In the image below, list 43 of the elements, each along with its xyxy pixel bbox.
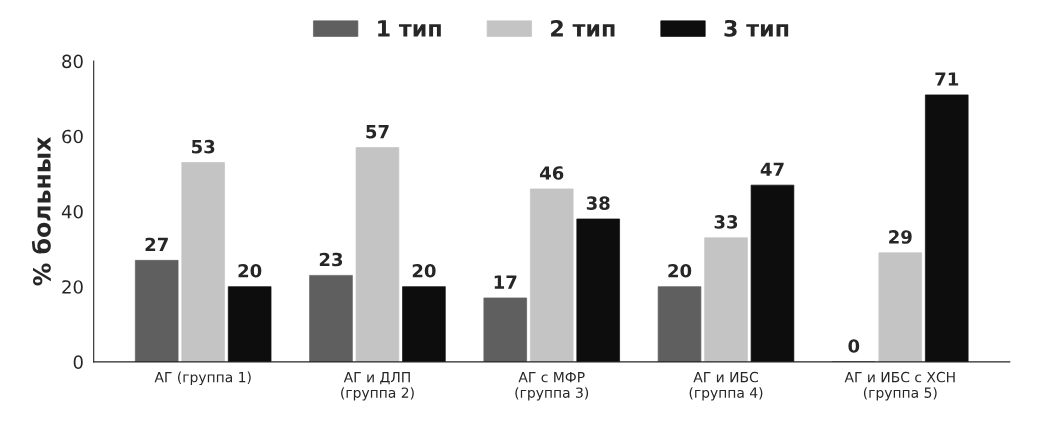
bar [657,286,702,362]
bar [309,275,353,362]
legend-label: 3 тип [724,19,789,37]
data-label: 53 [192,139,215,154]
bar [181,162,225,362]
bar [530,188,574,362]
data-label: 20 [238,263,262,278]
data-label: 17 [494,275,517,289]
bar [402,286,446,362]
data-label: 47 [760,162,784,176]
x-tick-label: АГ и ДЛП (группа 2) [341,372,414,401]
x-tick-label: АГ и ИБС с ХСН (группа 5) [844,371,955,401]
bar [355,147,400,362]
data-label: 71 [935,72,959,86]
x-tick-label: АГ с МФР (группа 3) [515,372,589,401]
y-tick-label: 0 [73,355,83,369]
bar [227,286,272,362]
bar [925,94,969,362]
bar [878,252,923,362]
bar [704,237,748,362]
legend-label: 1 тип [378,20,441,37]
y-tick-label: 40 [61,204,83,219]
bar [134,260,179,362]
x-tick-label: АГ (группа 1) [154,371,251,386]
y-tick-label: 20 [62,280,83,294]
data-label: 57 [366,125,389,139]
data-label: 38 [586,196,610,210]
y-tick-label: 60 [62,129,83,144]
data-label: 29 [889,230,912,244]
bar [576,218,620,362]
bar [750,184,795,362]
data-label: 20 [668,263,692,278]
legend-label: 2 тип [551,19,615,37]
data-label: 23 [319,252,343,267]
data-label: 20 [412,263,436,278]
data-label: 27 [145,237,168,252]
x-tick-label: АГ и ИБС (группа 4) [689,371,763,401]
y-tick-label: 80 [62,54,83,69]
data-label: 33 [714,215,738,229]
data-label: 46 [539,166,564,180]
bar [483,297,527,362]
y-axis-title: % больных [31,136,51,286]
data-label: 0 [848,339,860,353]
